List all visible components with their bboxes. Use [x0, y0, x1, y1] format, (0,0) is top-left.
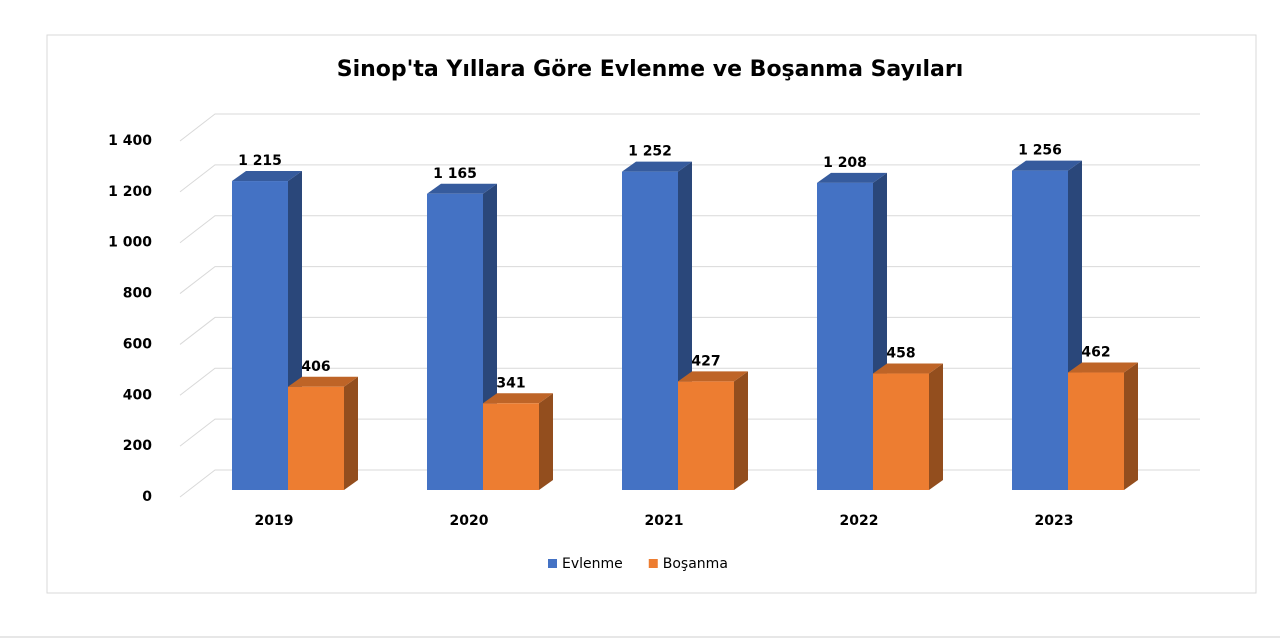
value-label: 1 208 — [823, 155, 867, 171]
bar — [483, 403, 539, 490]
bar-top — [873, 363, 943, 374]
y-tick-label: 800 — [123, 286, 152, 302]
legend-label: Evlenme — [562, 556, 623, 572]
x-tick-label: 2020 — [450, 513, 489, 529]
bar — [288, 386, 344, 490]
y-tick-label: 1 400 — [108, 133, 152, 149]
grid-line — [179, 164, 1200, 193]
bar — [1068, 372, 1124, 490]
y-tick-label: 1 200 — [108, 184, 152, 200]
bar-top — [1012, 160, 1082, 171]
legend-swatch — [548, 559, 557, 568]
bar-top — [678, 371, 748, 382]
x-tick-label: 2019 — [255, 513, 294, 529]
bar-side — [539, 393, 553, 490]
value-label: 427 — [691, 353, 720, 369]
bar-top — [622, 161, 692, 172]
x-tick-label: 2021 — [645, 513, 684, 529]
value-label: 1 256 — [1018, 143, 1062, 159]
bar-top — [483, 393, 553, 404]
bar-top — [427, 183, 497, 194]
x-tick-label: 2023 — [1035, 513, 1074, 529]
bar — [678, 381, 734, 490]
bar-top — [232, 171, 302, 182]
bar-side — [734, 371, 748, 490]
legend-swatch — [648, 559, 658, 568]
y-tick-label: 600 — [123, 336, 152, 352]
y-tick-label: 0 — [142, 489, 152, 505]
bar — [1012, 170, 1068, 491]
y-tick-label: 400 — [123, 387, 152, 403]
bar-top — [817, 172, 887, 183]
value-label: 458 — [886, 346, 915, 362]
legend-label: Boşanma — [663, 556, 728, 572]
bar — [232, 181, 288, 491]
bar-side — [1124, 362, 1138, 490]
value-label: 1 252 — [628, 144, 672, 160]
value-label: 406 — [301, 359, 330, 375]
y-tick-label: 200 — [123, 438, 152, 454]
chart-title: Sinop'ta Yıllara Göre Evlenme ve Boşanma… — [337, 57, 964, 82]
y-tick-label: 1 000 — [108, 235, 152, 251]
x-tick-label: 2022 — [840, 513, 879, 529]
grid-line — [179, 113, 1200, 142]
value-label: 341 — [496, 375, 525, 391]
bar-top — [288, 376, 358, 387]
bar — [427, 193, 483, 490]
bar — [622, 171, 678, 491]
bar — [817, 182, 873, 490]
value-label: 1 215 — [238, 153, 282, 169]
bar-top — [1068, 362, 1138, 373]
value-label: 1 165 — [433, 166, 477, 182]
bar-side — [929, 363, 943, 490]
bar — [873, 373, 929, 490]
bar-side — [344, 376, 358, 490]
value-label: 462 — [1081, 345, 1110, 361]
